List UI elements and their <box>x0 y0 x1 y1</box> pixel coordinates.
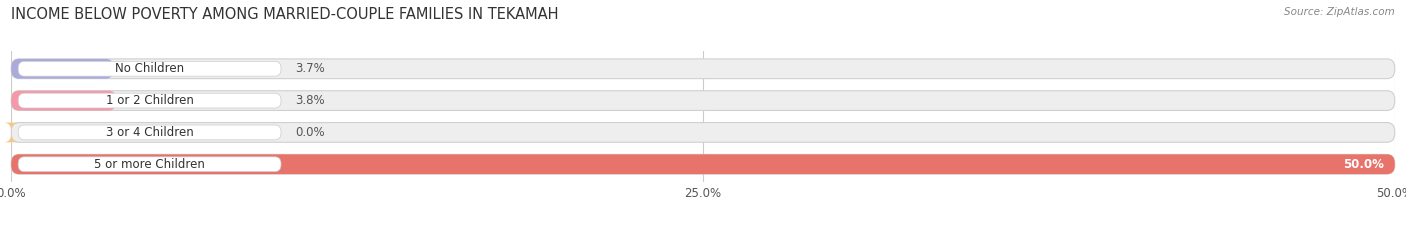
Text: INCOME BELOW POVERTY AMONG MARRIED-COUPLE FAMILIES IN TEKAMAH: INCOME BELOW POVERTY AMONG MARRIED-COUPL… <box>11 7 558 22</box>
FancyBboxPatch shape <box>3 123 20 142</box>
Text: 3 or 4 Children: 3 or 4 Children <box>105 126 194 139</box>
FancyBboxPatch shape <box>18 61 281 76</box>
Text: 3.8%: 3.8% <box>295 94 325 107</box>
Text: 50.0%: 50.0% <box>1343 158 1384 171</box>
Text: 0.0%: 0.0% <box>295 126 325 139</box>
Text: No Children: No Children <box>115 62 184 75</box>
FancyBboxPatch shape <box>18 157 281 172</box>
FancyBboxPatch shape <box>11 59 1395 79</box>
FancyBboxPatch shape <box>11 91 1395 110</box>
Text: Source: ZipAtlas.com: Source: ZipAtlas.com <box>1284 7 1395 17</box>
Text: 1 or 2 Children: 1 or 2 Children <box>105 94 194 107</box>
FancyBboxPatch shape <box>11 123 1395 142</box>
FancyBboxPatch shape <box>18 125 281 140</box>
FancyBboxPatch shape <box>11 154 1395 174</box>
Text: 3.7%: 3.7% <box>295 62 325 75</box>
FancyBboxPatch shape <box>11 154 1395 174</box>
FancyBboxPatch shape <box>11 59 114 79</box>
Text: 5 or more Children: 5 or more Children <box>94 158 205 171</box>
FancyBboxPatch shape <box>11 91 117 110</box>
FancyBboxPatch shape <box>18 93 281 108</box>
